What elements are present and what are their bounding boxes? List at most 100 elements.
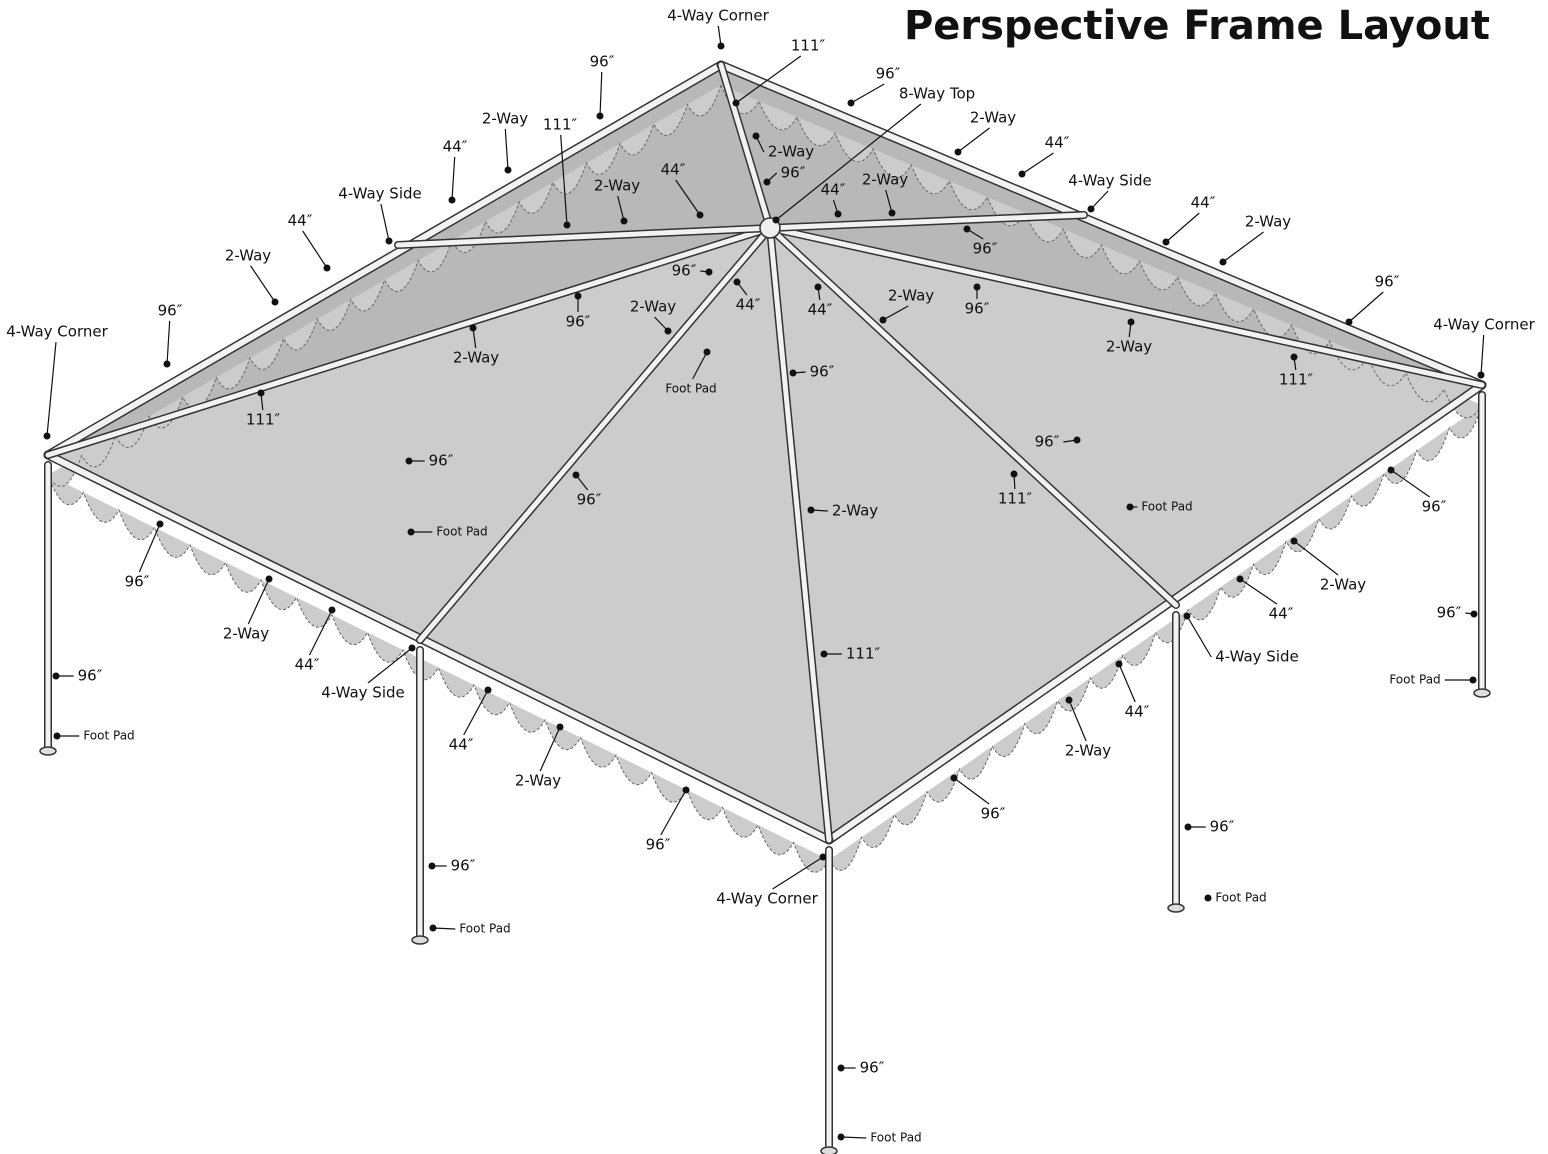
label: 96″ (876, 65, 901, 83)
leader-dot (1127, 318, 1135, 326)
label: Foot Pad (436, 525, 487, 539)
valance (47, 84, 722, 487)
leader-dot (405, 457, 413, 465)
leader (367, 647, 413, 684)
leader (775, 103, 922, 221)
leader-dot (408, 644, 416, 652)
leader (1222, 231, 1264, 263)
pole (45, 225, 773, 458)
leader-dot (696, 211, 704, 219)
leader-dot (973, 283, 981, 291)
label: 96″ (810, 363, 835, 381)
frame (39, 60, 1491, 1154)
leader-dot (703, 348, 711, 356)
leader (1090, 190, 1109, 210)
leader-dot (1087, 205, 1095, 213)
leader (463, 689, 489, 736)
leader (46, 341, 57, 437)
label: 44″ (1191, 194, 1216, 212)
label: 4-Way Corner (667, 7, 769, 25)
label: 4-Way Side (1068, 172, 1152, 190)
pole (826, 382, 1485, 843)
label: 2-Way (888, 287, 934, 305)
leader-dot (563, 221, 571, 229)
label: 2-Way (1320, 576, 1366, 594)
label: 96″ (1375, 273, 1400, 291)
pole (45, 62, 724, 458)
label: 96″ (781, 164, 806, 182)
leader (953, 777, 990, 805)
label: 4-Way Side (338, 185, 422, 203)
leader-dot (705, 268, 713, 276)
label: 96″ (860, 1059, 885, 1077)
pole (767, 225, 832, 843)
leader (504, 128, 509, 171)
leader-dot (572, 471, 580, 479)
leader (1118, 663, 1136, 703)
label: 96″ (1422, 498, 1447, 516)
label: 2-Way (225, 247, 271, 265)
label: 111″ (246, 411, 281, 429)
leader (660, 789, 687, 836)
label: 96″ (590, 53, 615, 71)
leader-dot (428, 862, 436, 870)
label: 96″ (1210, 818, 1235, 836)
leader-dot (752, 132, 760, 140)
leader (247, 578, 270, 625)
leader-dot (265, 575, 273, 583)
leader-dot (429, 924, 437, 932)
label: 96″ (451, 857, 476, 875)
label: 111″ (791, 37, 826, 55)
label: 44″ (808, 301, 833, 319)
label: 2-Way (862, 171, 908, 189)
leader-dot (837, 1064, 845, 1072)
label: 44″ (1125, 703, 1150, 721)
label: 96″ (1437, 604, 1462, 622)
leader-dot (1236, 575, 1244, 583)
leader-dot (556, 723, 564, 731)
label: Foot Pad (1389, 673, 1440, 687)
label: 4-Way Corner (1433, 316, 1535, 334)
leader (432, 927, 456, 930)
label: Foot Pad (459, 922, 510, 936)
leader-dot (1290, 353, 1298, 361)
leader-dot (163, 360, 171, 368)
leader (302, 230, 328, 269)
leader-dot (789, 369, 797, 377)
pole (718, 62, 1485, 388)
label: 2-Way (453, 349, 499, 367)
foot-pad (39, 746, 57, 756)
label: Foot Pad (665, 382, 716, 396)
label: 44″ (1045, 134, 1070, 152)
leader (1480, 334, 1485, 376)
leader (451, 156, 456, 201)
leader (735, 55, 802, 104)
label: 44″ (449, 736, 474, 754)
label: 4-Way Corner (716, 890, 818, 908)
leader-dot (879, 316, 887, 324)
label: 2-Way (970, 109, 1016, 127)
leader-dot (1470, 610, 1478, 618)
label: 111″ (543, 116, 578, 134)
leader-dot (682, 786, 690, 794)
label: 44″ (288, 212, 313, 230)
leader-dot (1184, 823, 1192, 831)
label: Foot Pad (1215, 891, 1266, 905)
leader-dot (1010, 470, 1018, 478)
label: 96″ (566, 313, 591, 331)
label: 2-Way (768, 143, 814, 161)
leader-dot (1290, 537, 1298, 545)
leader-dot (732, 99, 740, 107)
leader-dot (43, 432, 51, 440)
leader-dot (52, 672, 60, 680)
leader-dot (1018, 170, 1026, 178)
leader-dot (1065, 696, 1073, 704)
pole (417, 225, 773, 643)
leader-dot (963, 225, 971, 233)
leader-dot (807, 506, 815, 514)
valance (47, 474, 830, 873)
leader (692, 351, 708, 380)
leader-dot (385, 237, 393, 245)
label: 4-Way Corner (6, 323, 108, 341)
